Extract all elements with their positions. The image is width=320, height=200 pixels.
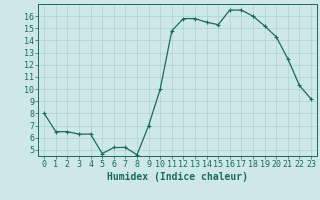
X-axis label: Humidex (Indice chaleur): Humidex (Indice chaleur) — [107, 172, 248, 182]
